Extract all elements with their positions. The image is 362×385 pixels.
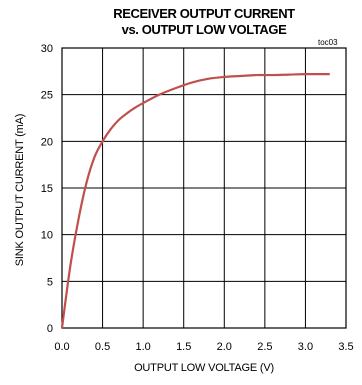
figure-tag: toc03 [318,38,338,47]
y-tick-label: 15 [41,183,53,195]
x-tick-label: 3.0 [298,341,313,353]
series-line [60,72,330,329]
x-tick-label: 2.0 [217,341,232,353]
y-tick-label: 25 [41,90,53,102]
x-tick-label: 0.5 [95,341,110,353]
plot-frame [61,47,347,329]
x-tick-label: 1.0 [135,341,150,353]
y-tick-label: 0 [47,323,53,335]
x-tick-label: 0.0 [54,341,69,353]
chart-title-line1: RECEIVER OUTPUT CURRENT [113,6,295,21]
y-tick-label: 30 [41,43,53,55]
y-tick-label: 10 [41,230,53,242]
x-tick-label: 3.5 [338,341,353,353]
y-tick-label: 5 [47,276,53,288]
x-axis-label: OUTPUT LOW VOLTAGE (V) [134,362,274,374]
x-tick-label: 1.5 [176,341,191,353]
x-tick-label: 2.5 [257,341,272,353]
chart-title-line2: vs. OUTPUT LOW VOLTAGE [121,22,287,37]
y-tick-label: 20 [41,136,53,148]
